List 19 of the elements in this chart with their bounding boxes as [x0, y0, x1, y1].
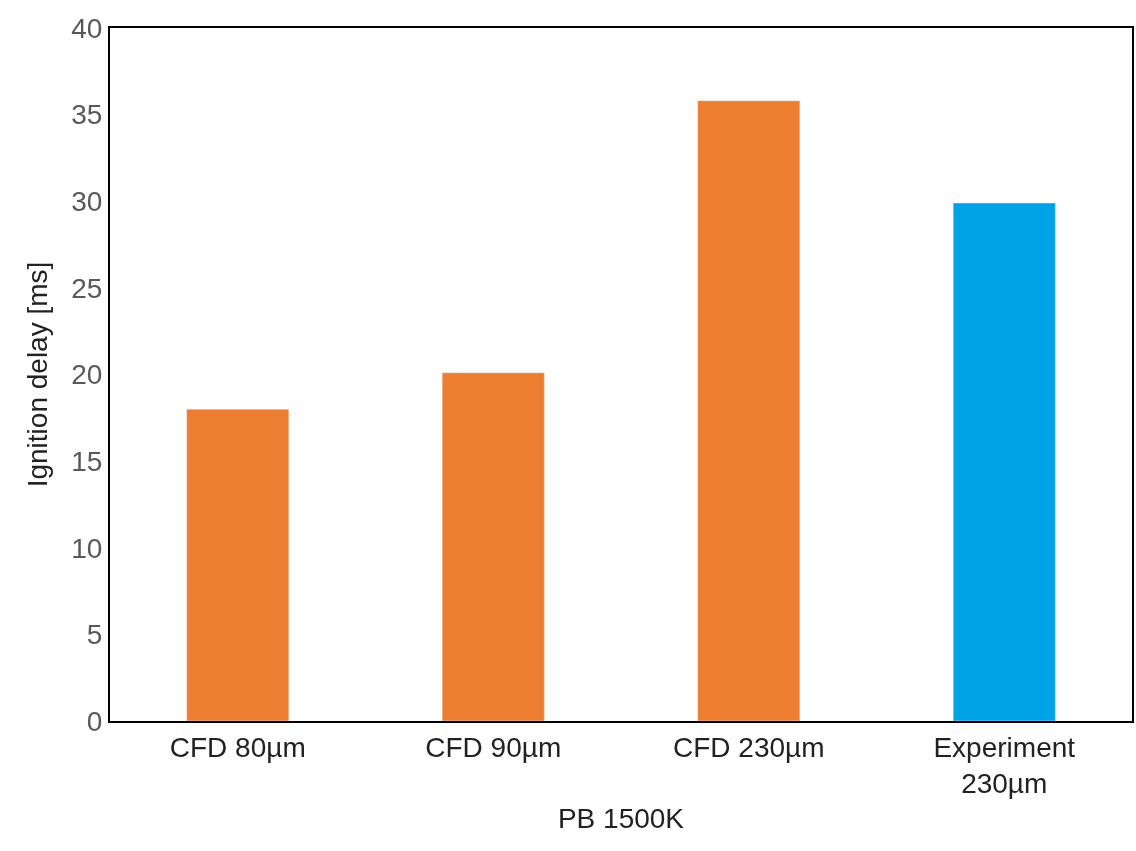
x-tick-label: CFD 230µm: [673, 731, 825, 763]
bar: [186, 408, 290, 721]
x-tick-label: Experiment 230µm: [933, 731, 1076, 799]
y-tick-label: 25: [71, 272, 103, 304]
bar: [441, 372, 545, 721]
y-tick-label: 35: [71, 99, 103, 131]
y-axis-title: Ignition delay [ms]: [22, 261, 54, 488]
y-tick-label: 40: [71, 12, 103, 44]
y-tick-label: 10: [71, 532, 103, 564]
x-tick-label: CFD 80µm: [169, 731, 306, 763]
y-tick-label: 20: [71, 359, 103, 391]
y-tick-label: 30: [71, 186, 103, 218]
x-tick-label: CFD 90µm: [425, 731, 562, 763]
y-tick-label: 5: [86, 619, 103, 651]
y-tick-label: 15: [71, 445, 103, 477]
bar: [697, 100, 801, 721]
x-axis-title: PB 1500K: [557, 802, 685, 834]
bar: [952, 202, 1056, 721]
y-tick-label: 0: [86, 705, 103, 737]
